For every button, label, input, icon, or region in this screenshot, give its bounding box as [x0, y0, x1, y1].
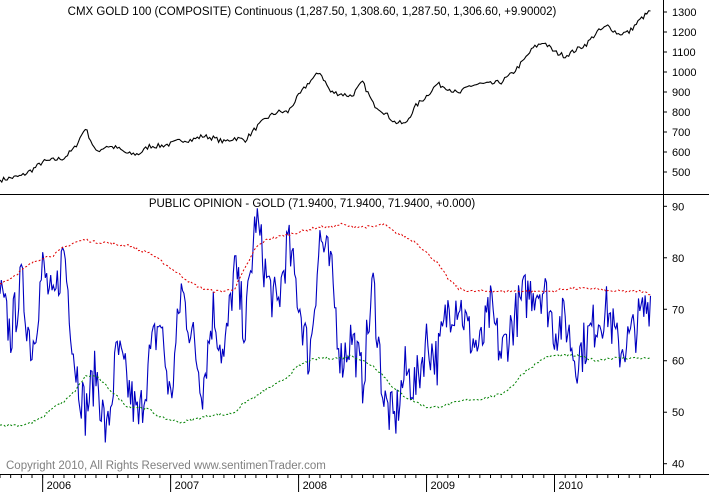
public-opinion-y-axis: 40 50 60 70 80 90	[663, 201, 684, 471]
gold-price-y-tick-label: 1200	[672, 27, 696, 39]
gold-price-panel: CMX GOLD 100 (COMPOSITE) Continuous (1,2…	[0, 0, 709, 195]
gold-price-y-tick-label: 500	[672, 167, 690, 179]
x-tick-label: 2008	[303, 480, 327, 492]
gold-price-title: CMX GOLD 100 (COMPOSITE) Continuous (1,2…	[68, 6, 557, 18]
public-opinion-y-tick-label: 60	[672, 356, 684, 368]
x-tick-label: 2006	[47, 480, 71, 492]
x-tick-label: 2007	[175, 480, 199, 492]
gold-price-series	[0, 10, 651, 184]
gold-price-y-tick-label: 1000	[672, 67, 696, 79]
public-opinion-panel: PUBLIC OPINION - GOLD (71.9400, 71.9400,…	[0, 195, 709, 475]
public-opinion-title: PUBLIC OPINION - GOLD (71.9400, 71.9400,…	[149, 198, 476, 210]
gold-price-price-line	[0, 10, 651, 184]
public-opinion-y-tick-label: 70	[672, 304, 684, 316]
gold-price-y-tick-label: 600	[672, 147, 690, 159]
x-tick-label: 2010	[558, 480, 582, 492]
public-opinion-y-tick-label: 40	[672, 459, 684, 471]
public-opinion-lower-band-line	[0, 353, 651, 427]
gold-price-y-tick-label: 1300	[672, 7, 696, 19]
gold-price-y-tick-label: 800	[672, 107, 690, 119]
gold-price-y-axis: 500 600 700 800 900 1000 1100 1200 1300	[663, 7, 696, 179]
public-opinion-y-tick-label: 50	[672, 407, 684, 419]
public-opinion-opinion-line	[0, 208, 652, 443]
gold-price-y-tick-label: 1100	[672, 47, 696, 59]
x-axis: 2006 2007 2008 2009 2010	[0, 474, 651, 492]
copyright-notice: Copyright 2010, All Rights Reserved www.…	[6, 460, 326, 472]
public-opinion-series	[0, 208, 652, 443]
gold-price-y-tick-label: 700	[672, 127, 690, 139]
public-opinion-y-tick-label: 90	[672, 201, 684, 213]
public-opinion-upper-band-line	[0, 222, 651, 296]
public-opinion-y-tick-label: 80	[672, 253, 684, 265]
gold-price-y-tick-label: 900	[672, 87, 690, 99]
x-tick-label: 2009	[431, 480, 455, 492]
